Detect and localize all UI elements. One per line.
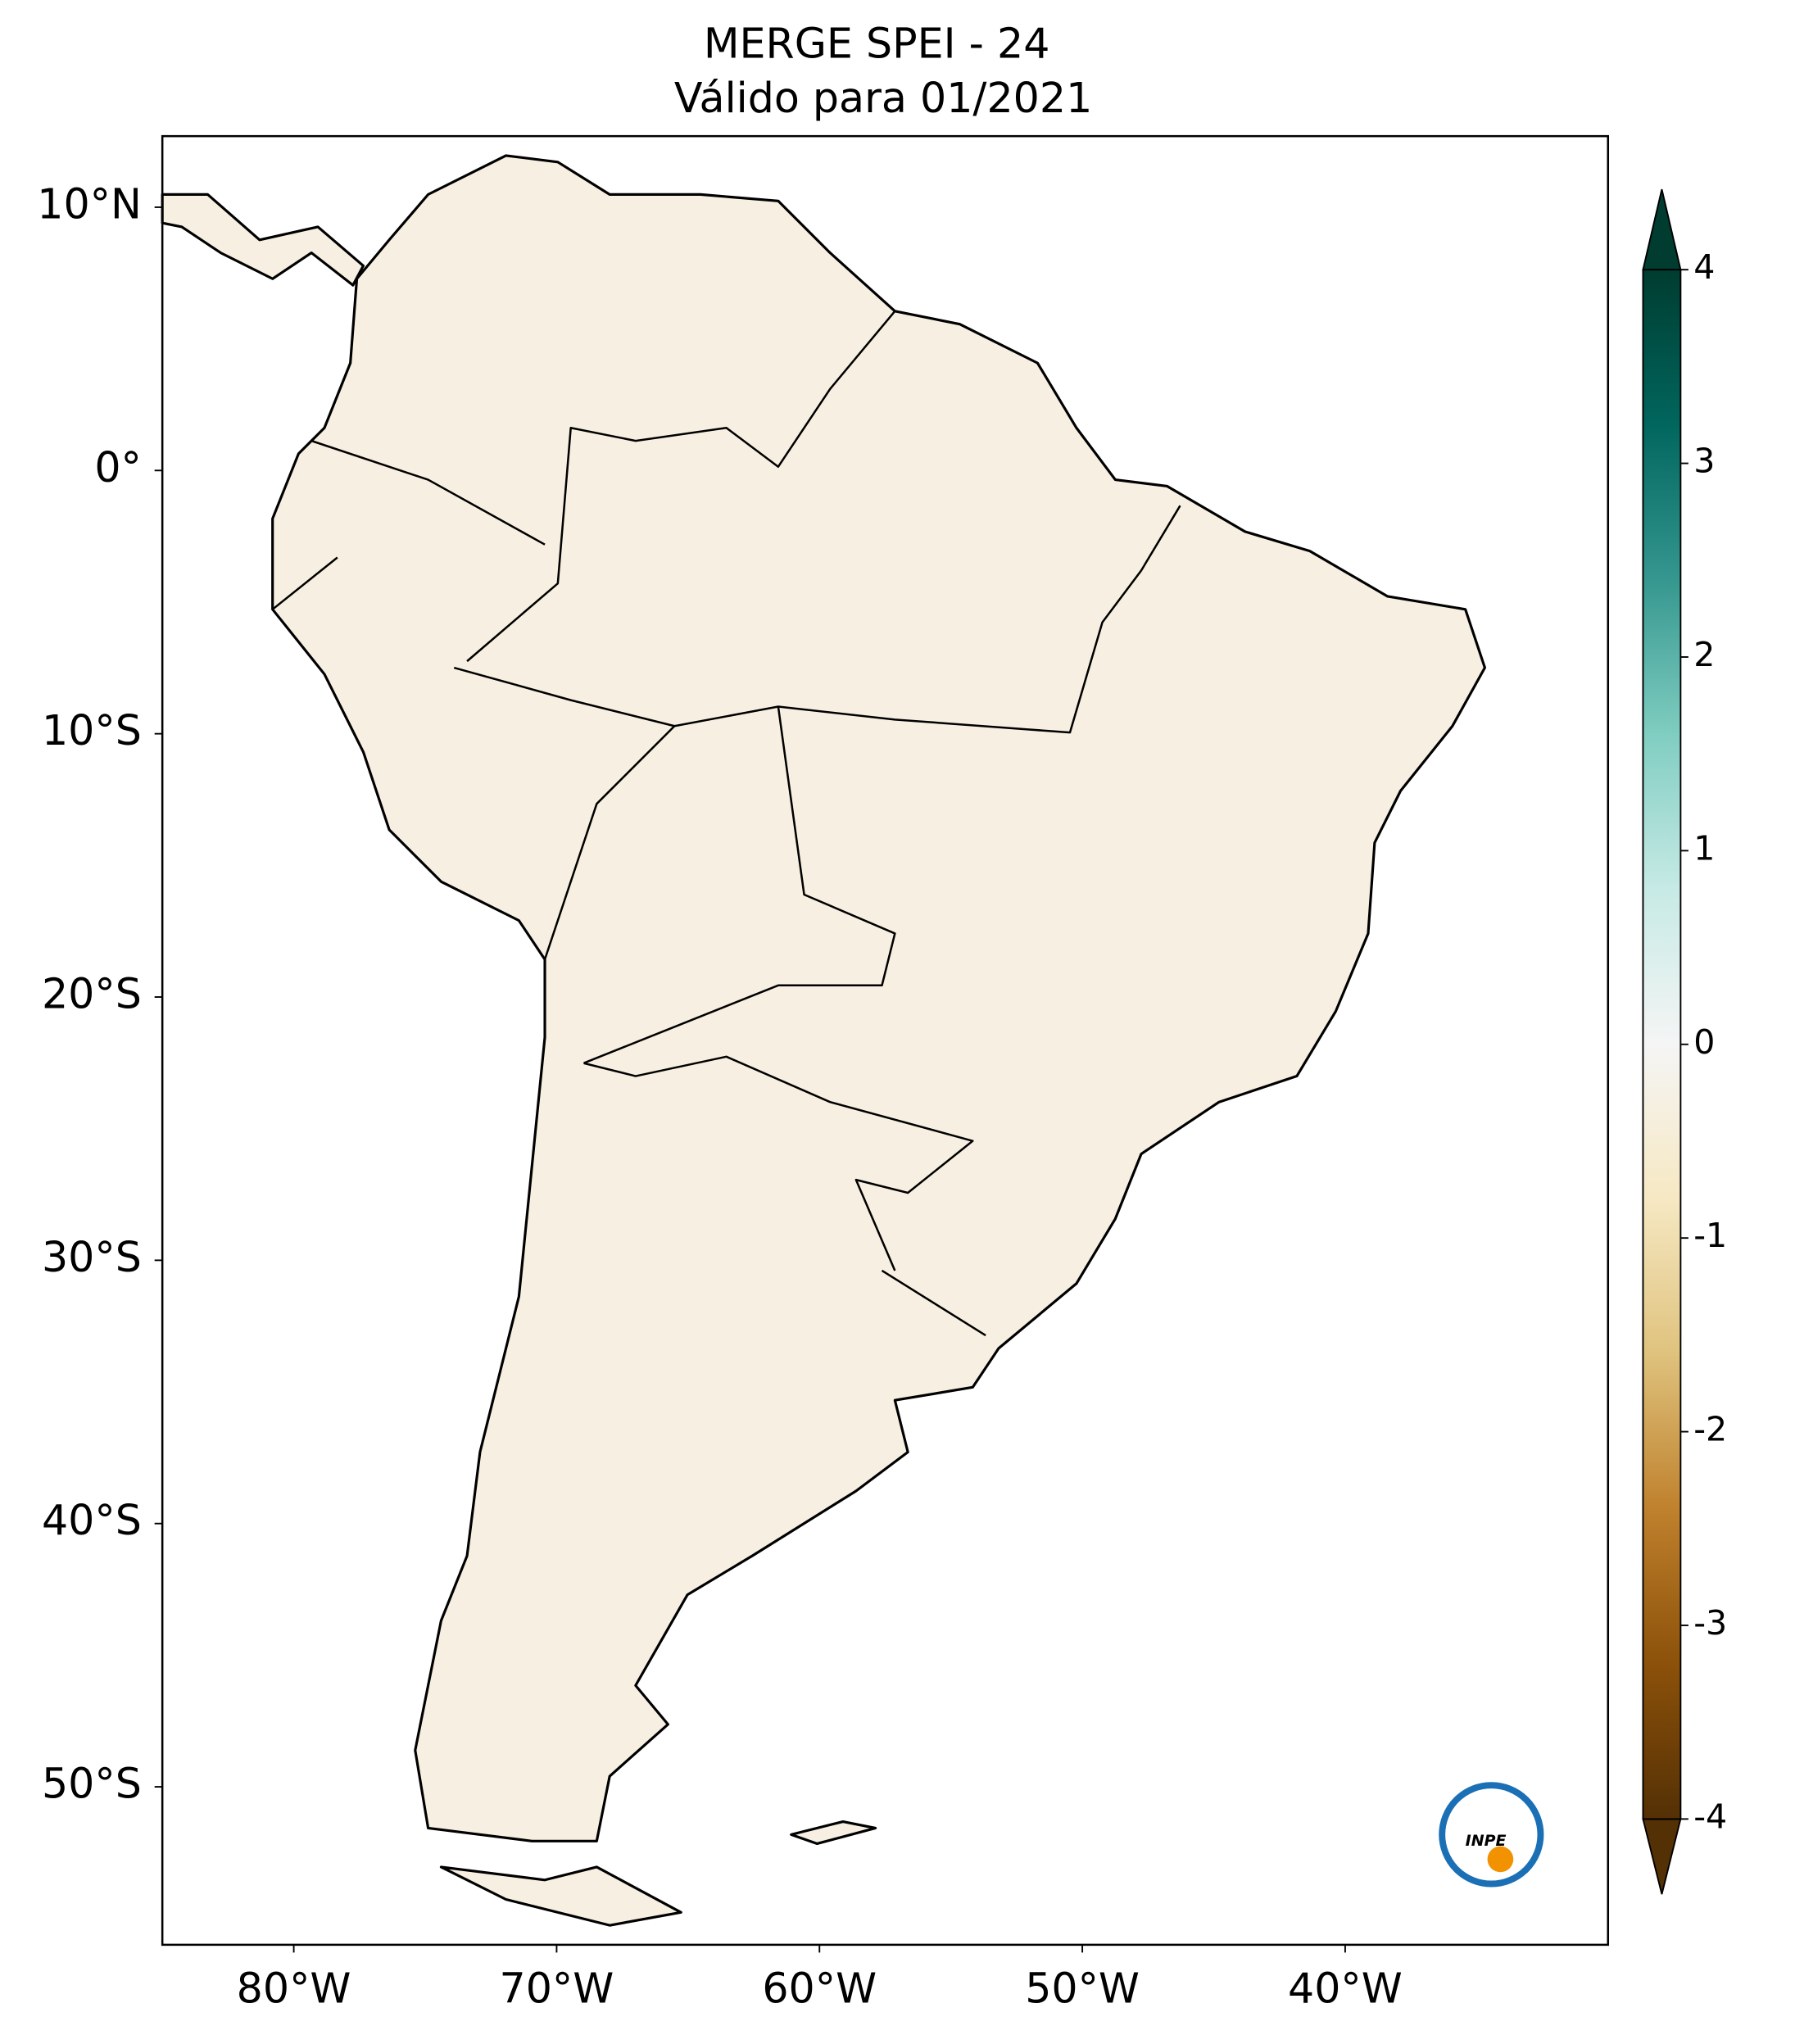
colorbar [1642,269,1682,1820]
colorbar-tick-label: -3 [1693,1603,1727,1643]
border [543,706,896,1064]
logo-ring [1439,1782,1544,1888]
border [271,439,546,610]
colorbar-tick-label: 3 [1693,442,1715,481]
y-tick-label: 40°S [42,1496,142,1544]
colorbar-tick-label: 1 [1693,828,1715,868]
border [583,1055,986,1337]
y-tick-label: 50°S [42,1760,142,1808]
colorbar-tick-label: 0 [1693,1022,1715,1062]
falklands [790,1820,877,1846]
subtitle: Válido para 01/2021 [674,74,1092,122]
y-tick-label: 10°N [37,179,142,228]
border [466,310,896,663]
title: MERGE SPEI - 24 [704,19,1050,67]
x-tick-label: 40°W [1288,1964,1403,2012]
colorbar-tick-label: -2 [1693,1410,1727,1449]
tierra-del-fuego [439,1865,682,1927]
y-tick-label: 0° [94,443,142,492]
colorbar-tick-label: -1 [1693,1216,1727,1255]
x-tick-label: 80°W [237,1964,351,2012]
map-frame [161,134,1610,1947]
colorbar-tick-label: -4 [1693,1797,1727,1836]
colorbar-tick-label: 4 [1693,247,1715,287]
y-tick-label: 30°S [42,1233,142,1281]
logo-text: INPE [1466,1832,1507,1850]
x-tick-label: 70°W [500,1964,614,2012]
y-tick-label: 10°S [42,706,142,755]
map-land [161,154,1486,1927]
y-tick-label: 20°S [42,970,142,1018]
x-tick-label: 50°W [1025,1964,1140,2012]
colorbar-tick-label: 2 [1693,635,1715,674]
borders [271,310,1181,1337]
border [453,505,1181,734]
central-america [161,193,365,287]
logo: INPE [1439,1782,1544,1888]
x-tick-label: 60°W [762,1964,877,2012]
colorbar-extend-low [1642,1818,1682,1895]
colorbar-extend-high [1642,188,1682,271]
continent [271,154,1486,1842]
logo-dot [1487,1846,1514,1873]
